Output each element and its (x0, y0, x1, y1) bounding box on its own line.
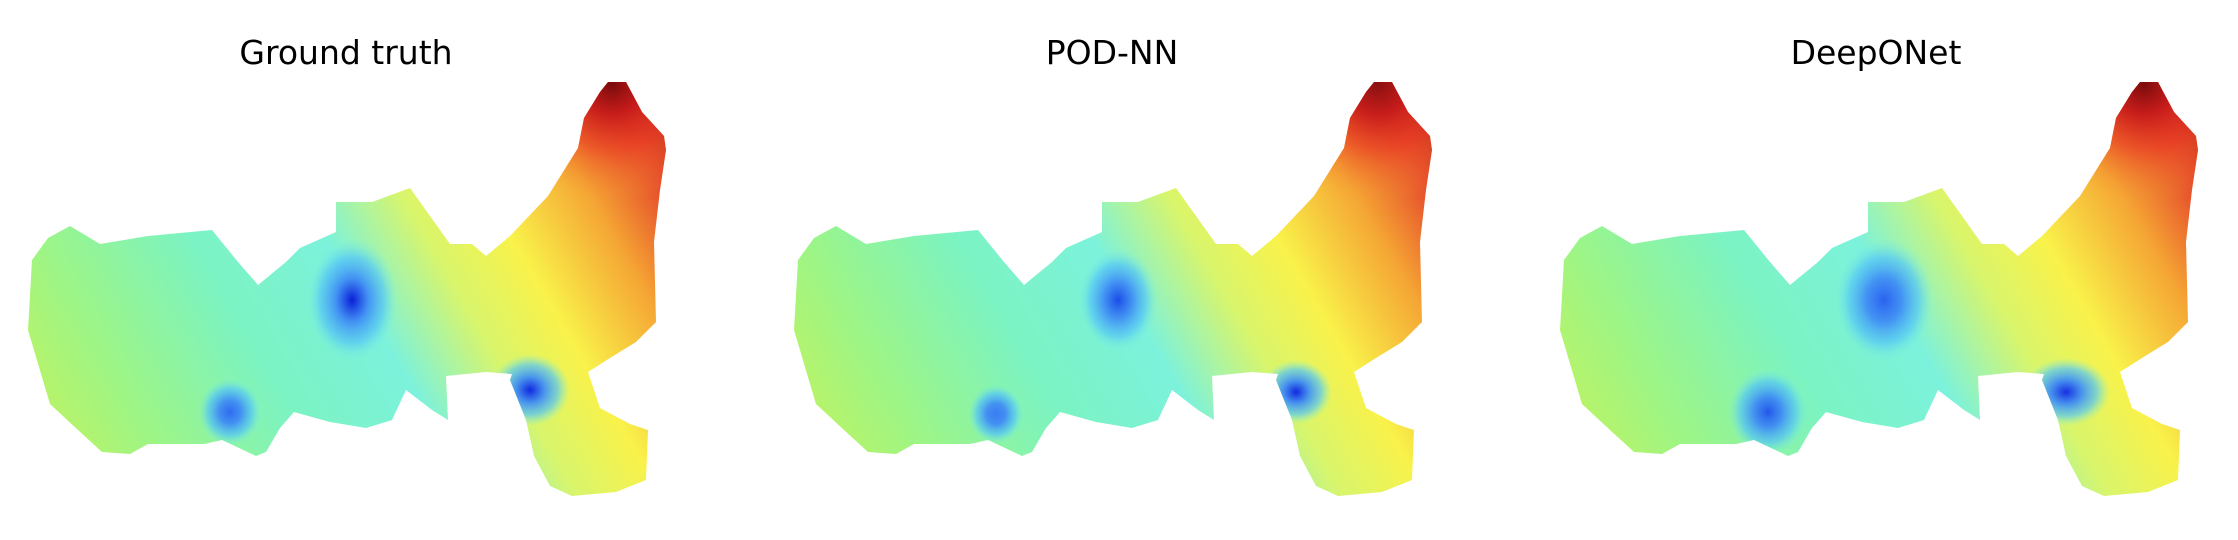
minimum-blob-3 (968, 384, 1024, 444)
maximum-peak-4 (492, 82, 666, 204)
minimum-blob-2 (1260, 360, 1332, 424)
minimum-blob-3 (1728, 368, 1808, 456)
minimum-blob-1 (306, 238, 398, 362)
panel-1: Ground truth (28, 33, 666, 496)
panel-3: DeepONet (1560, 33, 2198, 496)
minimum-blob-2 (2022, 358, 2110, 426)
panel-title: POD-NN (1046, 33, 1179, 72)
maximum-peak-4 (2024, 82, 2198, 204)
panel-title: DeepONet (1791, 33, 1962, 72)
minimum-blob-3 (198, 378, 262, 446)
minimum-blob-1 (1078, 248, 1158, 352)
minimum-blob-2 (490, 354, 570, 426)
panel-title: Ground truth (239, 33, 452, 72)
maximum-peak-4 (1258, 82, 1432, 204)
panel-2: POD-NN (794, 33, 1432, 496)
minimum-blob-1 (1834, 238, 1934, 362)
